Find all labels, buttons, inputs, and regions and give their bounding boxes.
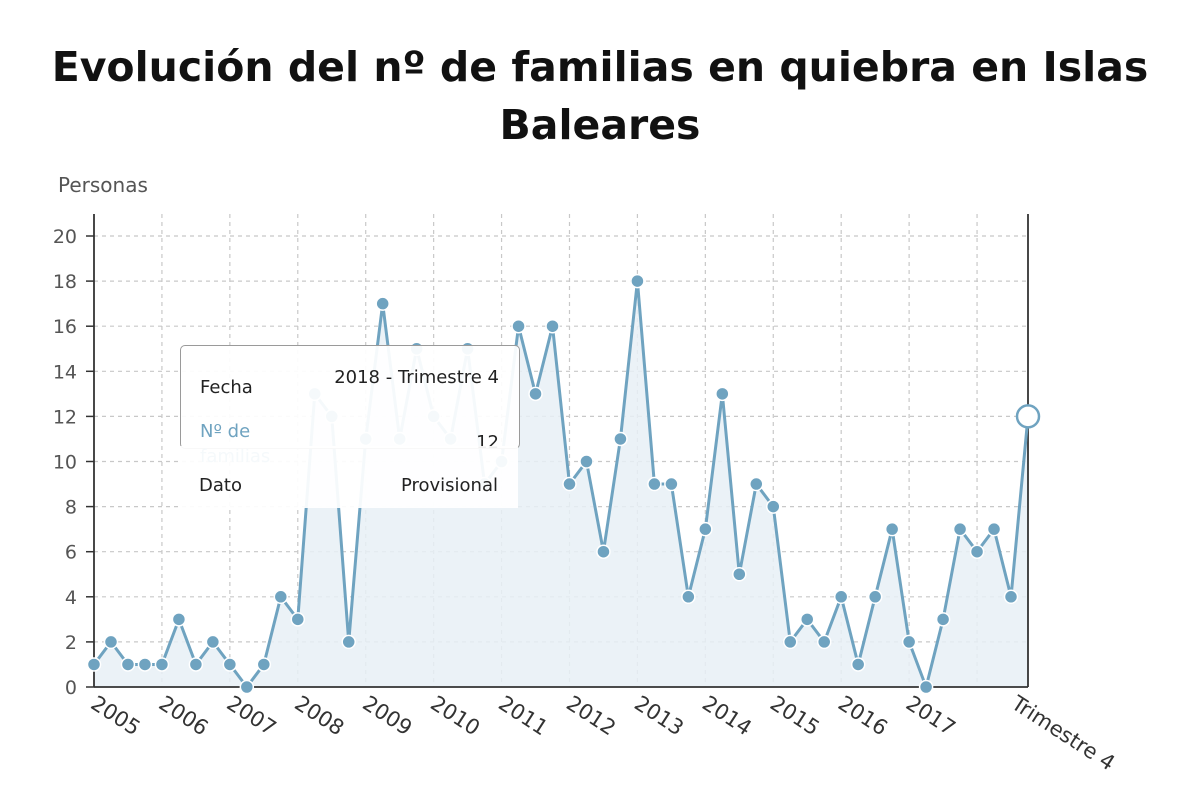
- data-point: [901, 634, 917, 650]
- data-point: [273, 589, 289, 605]
- y-tick-label: 8: [65, 497, 77, 519]
- data-point: [596, 544, 611, 559]
- x-tick-label: 2010: [426, 691, 484, 740]
- data-point: [120, 657, 136, 672]
- y-tick-label: 0: [65, 677, 77, 699]
- x-tick-label: 2005: [87, 691, 145, 740]
- x-tick-label: 2008: [290, 691, 348, 740]
- series-area: [94, 281, 1028, 687]
- data-point: [222, 657, 238, 672]
- x-tick-label: 2016: [834, 691, 892, 740]
- data-point: [986, 521, 1002, 537]
- data-point: [969, 544, 985, 559]
- y-tick-label: 20: [53, 226, 77, 248]
- data-point: [935, 612, 951, 627]
- x-tick-label: 2006: [155, 691, 213, 740]
- data-point: [613, 431, 628, 447]
- data-point: [511, 318, 526, 334]
- x-tick-label: 2009: [358, 691, 416, 740]
- y-tick-label: 4: [65, 587, 77, 609]
- x-tick-label: 2007: [223, 691, 281, 740]
- data-point: [375, 296, 390, 311]
- data-point: [171, 612, 187, 627]
- data-point: [918, 679, 934, 695]
- y-tick-label: 14: [53, 361, 77, 383]
- data-point: [833, 589, 849, 605]
- data-point: [630, 273, 645, 289]
- data-point: [1003, 589, 1019, 605]
- data-point: [698, 521, 713, 537]
- data-point: [766, 499, 781, 514]
- tooltip-footer: Dato Provisional: [180, 446, 518, 508]
- tooltip-fecha-label: Fecha: [200, 377, 253, 398]
- tooltip-dato-label: Dato: [199, 475, 242, 496]
- x-tick-label: 2011: [494, 691, 552, 740]
- data-point: [256, 657, 272, 672]
- tooltip-dato-value: Provisional: [400, 475, 498, 496]
- area-fill: [94, 281, 1028, 687]
- y-axis-label: Personas: [58, 173, 148, 197]
- data-point: [579, 454, 594, 469]
- y-tick-label: 12: [53, 406, 77, 428]
- data-point: [239, 679, 255, 695]
- x-tick-label: 2013: [630, 691, 688, 740]
- data-point-highlighted: [1015, 404, 1041, 429]
- data-point: [952, 521, 968, 537]
- data-point: [188, 657, 204, 672]
- data-point: [715, 386, 730, 402]
- y-tick-label: 16: [53, 316, 77, 338]
- data-point: [528, 386, 543, 402]
- data-point: [799, 612, 815, 627]
- x-tick-label: 2014: [698, 691, 756, 740]
- data-point: [884, 521, 900, 537]
- data-point: [137, 657, 153, 672]
- data-point: [647, 476, 662, 492]
- data-point: [732, 567, 747, 582]
- data-point: [850, 657, 866, 672]
- x-tick-labels: 2005 2006 2007 2008 2009 2010 2011 2012 2013 2014…: [87, 691, 1120, 776]
- data-point: [205, 634, 221, 650]
- x-tick-label: 2012: [562, 691, 620, 740]
- data-point: [681, 589, 696, 605]
- data-point: [867, 589, 883, 605]
- y-tick-label: 6: [65, 542, 77, 564]
- data-point: [664, 476, 679, 492]
- x-tick-label: 2017: [902, 691, 960, 740]
- data-point: [749, 476, 764, 492]
- y-tick-label: 2: [65, 632, 77, 654]
- data-point: [816, 634, 832, 650]
- x-tick-label: Trimestre 4: [1006, 691, 1119, 776]
- chart-title: Evolución del nº de familias en quiebra …: [51, 43, 1149, 149]
- data-point: [154, 657, 170, 672]
- data-point: [290, 612, 306, 627]
- y-tick-label: 18: [53, 271, 77, 293]
- y-tick-label: 10: [53, 452, 77, 474]
- data-point: [341, 634, 356, 650]
- x-tick-label: 2015: [766, 691, 824, 740]
- data-point: [103, 634, 119, 650]
- data-point: [562, 476, 577, 492]
- data-tooltip: Fecha 2018 - Trimestre 4 Nº de familias …: [180, 345, 520, 467]
- data-point: [783, 634, 798, 650]
- data-point: [545, 318, 560, 334]
- data-point: [86, 657, 102, 672]
- y-tick-labels: 0 2 4 6 8 10 12 14 16 18 20: [53, 226, 77, 699]
- tooltip-fecha-value: 2018 - Trimestre 4: [334, 367, 499, 388]
